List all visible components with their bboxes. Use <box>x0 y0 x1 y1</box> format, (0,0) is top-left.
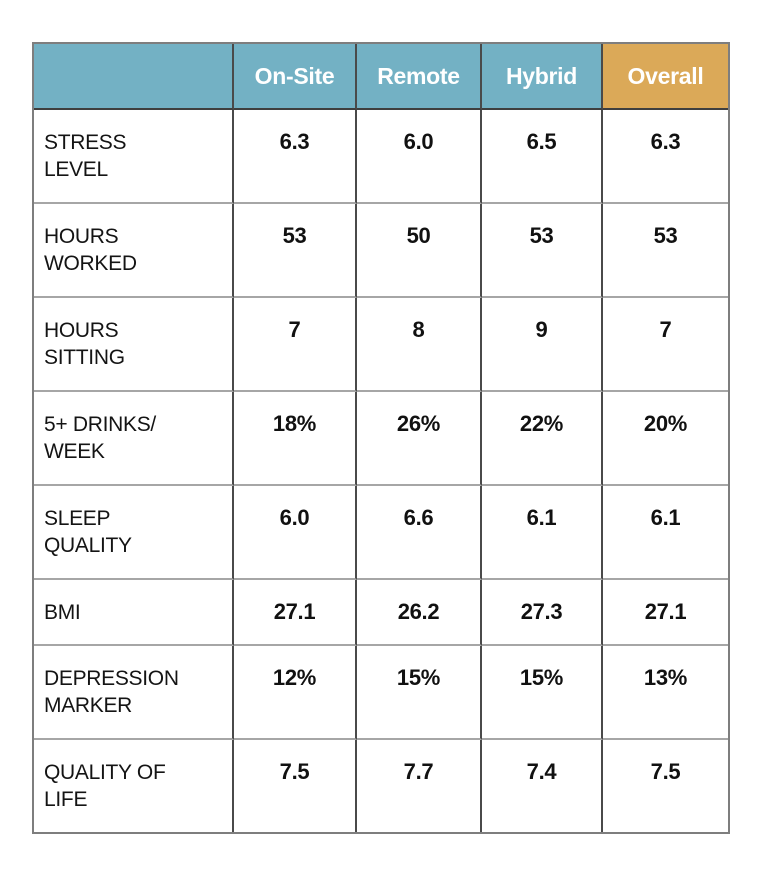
row-label-line: WEEK <box>44 440 105 463</box>
row-label: SLEEP QUALITY <box>34 486 234 580</box>
table-row-quality-of-life: QUALITY OF LIFE 7.5 7.7 7.4 7.5 <box>34 740 728 832</box>
row-label-line: BMI <box>44 601 81 624</box>
cell-value: 53 <box>603 204 728 298</box>
row-label: HOURS WORKED <box>34 204 234 298</box>
cell-value: 15% <box>482 646 603 740</box>
cell-value: 9 <box>482 298 603 392</box>
cell-value: 26% <box>357 392 482 486</box>
cell-value: 27.3 <box>482 580 603 646</box>
cell-value: 6.1 <box>603 486 728 580</box>
header-cell-onsite: On-Site <box>234 44 357 110</box>
header-cell-blank <box>34 44 234 110</box>
row-label-line: DEPRESSION <box>44 667 179 690</box>
row-label-line: QUALITY <box>44 534 132 557</box>
cell-value: 13% <box>603 646 728 740</box>
cell-value: 6.3 <box>234 110 357 204</box>
row-label: HOURS SITTING <box>34 298 234 392</box>
cell-value: 18% <box>234 392 357 486</box>
cell-value: 6.0 <box>357 110 482 204</box>
cell-value: 7 <box>234 298 357 392</box>
cell-value: 6.6 <box>357 486 482 580</box>
row-label-line: SITTING <box>44 346 125 369</box>
table-row-depression-marker: DEPRESSION MARKER 12% 15% 15% 13% <box>34 646 728 740</box>
table-row-hours-worked: HOURS WORKED 53 50 53 53 <box>34 204 728 298</box>
cell-value: 26.2 <box>357 580 482 646</box>
row-label: 5+ DRINKS/ WEEK <box>34 392 234 486</box>
cell-value: 7.5 <box>234 740 357 832</box>
row-label: BMI <box>34 580 234 646</box>
cell-value: 20% <box>603 392 728 486</box>
table-row-drinks-week: 5+ DRINKS/ WEEK 18% 26% 22% 20% <box>34 392 728 486</box>
row-label-line: STRESS <box>44 131 127 154</box>
cell-value: 15% <box>357 646 482 740</box>
cell-value: 6.5 <box>482 110 603 204</box>
header-cell-overall: Overall <box>603 44 728 110</box>
row-label-line: LEVEL <box>44 158 108 181</box>
table-row-stress-level: STRESS LEVEL 6.3 6.0 6.5 6.3 <box>34 110 728 204</box>
cell-value: 6.3 <box>603 110 728 204</box>
table-row-hours-sitting: HOURS SITTING 7 8 9 7 <box>34 298 728 392</box>
cell-value: 12% <box>234 646 357 740</box>
cell-value: 7 <box>603 298 728 392</box>
cell-value: 7.4 <box>482 740 603 832</box>
cell-value: 22% <box>482 392 603 486</box>
cell-value: 53 <box>482 204 603 298</box>
row-label: QUALITY OF LIFE <box>34 740 234 832</box>
cell-value: 27.1 <box>603 580 728 646</box>
header-row: On-Site Remote Hybrid Overall <box>34 44 728 110</box>
cell-value: 27.1 <box>234 580 357 646</box>
cell-value: 50 <box>357 204 482 298</box>
table-row-sleep-quality: SLEEP QUALITY 6.0 6.6 6.1 6.1 <box>34 486 728 580</box>
cell-value: 7.7 <box>357 740 482 832</box>
row-label-line: MARKER <box>44 694 133 717</box>
header-cell-hybrid: Hybrid <box>482 44 603 110</box>
cell-value: 6.1 <box>482 486 603 580</box>
row-label-line: QUALITY OF <box>44 761 166 784</box>
cell-value: 7.5 <box>603 740 728 832</box>
row-label-line: HOURS <box>44 225 119 248</box>
cell-value: 8 <box>357 298 482 392</box>
cell-value: 53 <box>234 204 357 298</box>
work-mode-health-table: On-Site Remote Hybrid Overall STRESS LEV… <box>32 42 730 834</box>
cell-value: 6.0 <box>234 486 357 580</box>
row-label-line: 5+ DRINKS/ <box>44 413 156 436</box>
row-label-line: LIFE <box>44 788 88 811</box>
header-cell-remote: Remote <box>357 44 482 110</box>
row-label: STRESS LEVEL <box>34 110 234 204</box>
row-label-line: HOURS <box>44 319 119 342</box>
row-label: DEPRESSION MARKER <box>34 646 234 740</box>
table-row-bmi: BMI 27.1 26.2 27.3 27.1 <box>34 580 728 646</box>
row-label-line: SLEEP <box>44 507 111 530</box>
row-label-line: WORKED <box>44 252 137 275</box>
